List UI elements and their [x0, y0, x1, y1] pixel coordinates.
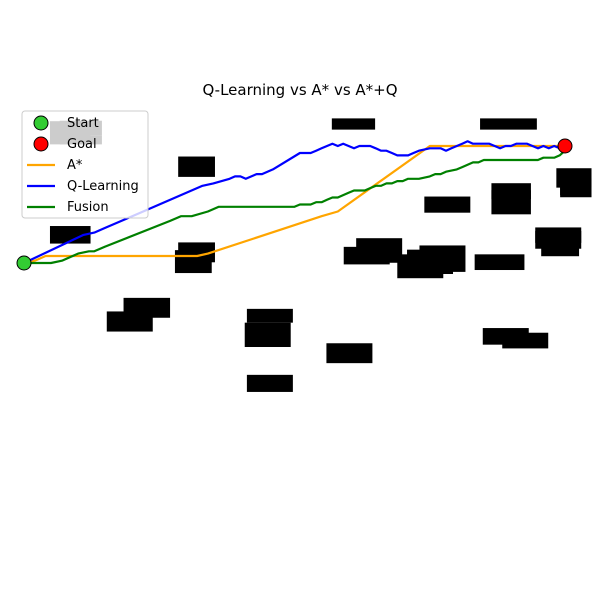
obstacle	[331, 118, 376, 130]
obstacle	[246, 374, 293, 392]
obstacles-layer	[49, 118, 592, 392]
obstacle	[49, 226, 91, 244]
series-line-fusion	[24, 149, 566, 265]
markers-layer	[16, 138, 573, 271]
obstacle	[244, 322, 291, 348]
obstacle	[246, 308, 293, 323]
obstacle	[491, 183, 531, 200]
legend: Start Goal A* Q-Learning Fusion	[21, 110, 149, 219]
legend-goal-marker	[33, 136, 49, 152]
obstacle	[480, 118, 537, 130]
obstacle	[178, 242, 215, 263]
obstacle	[502, 332, 549, 349]
series-lines-layer	[23, 140, 566, 265]
obstacle	[541, 238, 580, 257]
start-marker	[16, 255, 32, 271]
legend-start-marker	[33, 115, 49, 131]
obstacle	[474, 254, 525, 271]
legend-qlearning-label: Q-Learning	[67, 179, 139, 194]
legend-astar-label: A*	[67, 158, 83, 173]
obstacle	[326, 343, 373, 364]
legend-start-label: Start	[67, 116, 99, 131]
obstacle	[361, 243, 390, 257]
obstacle	[419, 245, 466, 272]
legend-goal-label: Goal	[67, 137, 97, 152]
series-line-a-	[23, 144, 565, 265]
obstacle	[178, 156, 215, 177]
goal-marker	[557, 138, 573, 154]
obstacle	[424, 196, 471, 213]
series-line-q-learning	[23, 140, 566, 264]
legend-frame	[21, 110, 149, 219]
chart-title: Q-Learning vs A* vs A*+Q	[202, 81, 397, 99]
obstacle	[556, 168, 592, 188]
legend-fusion-label: Fusion	[67, 200, 109, 215]
obstacle	[123, 297, 171, 318]
